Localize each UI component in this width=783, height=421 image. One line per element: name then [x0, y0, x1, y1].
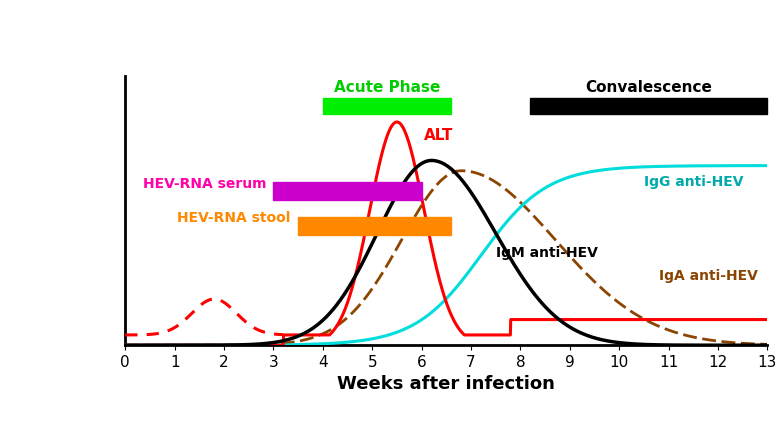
Text: Convalescence: Convalescence [586, 80, 713, 95]
Bar [298, 217, 451, 235]
Text: IgM anti-HEV: IgM anti-HEV [496, 246, 597, 260]
Bar [323, 98, 451, 114]
Text: IgA anti-HEV: IgA anti-HEV [659, 269, 758, 283]
Text: HEV-RNA stool: HEV-RNA stool [178, 211, 290, 225]
Text: Acute Phase: Acute Phase [334, 80, 440, 95]
Bar [273, 182, 421, 200]
Text: IgG anti-HEV: IgG anti-HEV [644, 175, 743, 189]
Text: ALT: ALT [424, 128, 453, 143]
Bar [530, 98, 767, 114]
X-axis label: Weeks after infection: Weeks after infection [337, 376, 555, 394]
Text: HEV-RNA serum: HEV-RNA serum [143, 176, 266, 191]
